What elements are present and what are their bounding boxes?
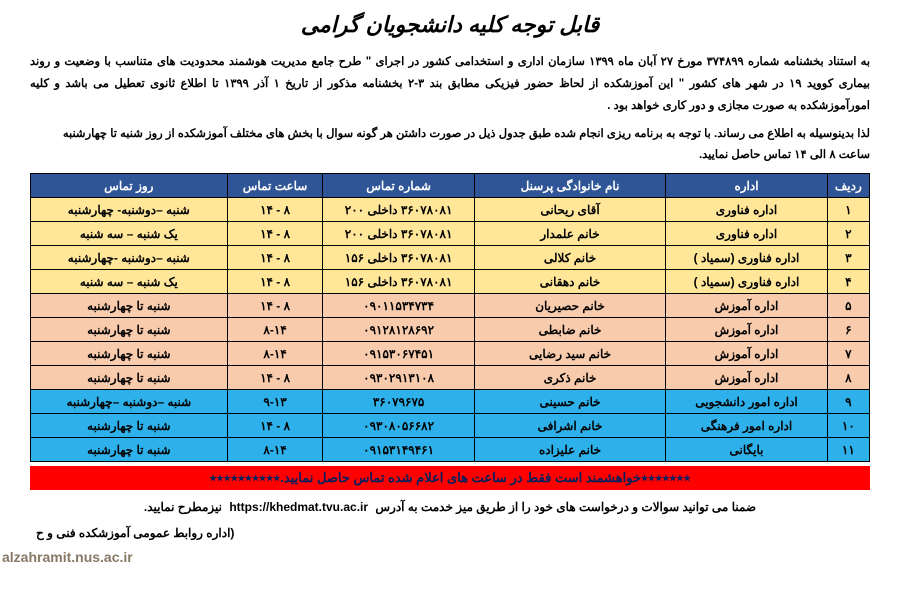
table-header-cell: ردیف [827, 174, 869, 198]
table-row: ۱اداره فناوریآقای ریحانی۳۶۰۷۸۰۸۱ داخلی ۲… [31, 198, 870, 222]
table-cell: شنبه –دوشنبه- چهارشنبه [31, 198, 228, 222]
intro-paragraph-1: به استناد بخشنامه شماره ۳۷۴۸۹۹ مورخ ۲۷ آ… [30, 52, 870, 118]
table-cell: آقای ریحانی [474, 198, 666, 222]
table-row: ۱۱بایگانیخانم علیزاده۰۹۱۵۳۱۴۹۴۶۱۸-۱۴شنبه… [31, 438, 870, 462]
table-cell: ۳۶۰۷۸۰۸۱ داخلی ۲۰۰ [323, 198, 474, 222]
intro-paragraph-2: لذا بدینوسیله به اطلاع می رساند. با توجه… [30, 124, 870, 168]
table-cell: ۰۹۳۰۸۰۵۶۶۸۲ [323, 414, 474, 438]
table-cell: ۸ - ۱۴ [227, 294, 323, 318]
table-cell: اداره امور فرهنگی [666, 414, 827, 438]
table-row: ۳اداره فناوری (سمیاد )خانم کلالی۳۶۰۷۸۰۸۱… [31, 246, 870, 270]
table-cell: اداره فناوری (سمیاد ) [666, 270, 827, 294]
footer-line: ضمنا می توانید سوالات و درخواست های خود … [30, 500, 870, 514]
table-cell: ۸ [827, 366, 869, 390]
table-cell: اداره فناوری [666, 198, 827, 222]
table-cell: اداره آموزش [666, 366, 827, 390]
watermark: alzahramit.nus.ac.ir [2, 549, 133, 565]
table-cell: ۳۶۰۷۸۰۸۱ داخلی ۱۵۶ [323, 246, 474, 270]
table-header-row: ردیفادارهنام خانوادگی پرسنلشماره تماسساع… [31, 174, 870, 198]
table-row: ۶اداره آموزشخانم ضابطی۰۹۱۲۸۱۲۸۶۹۲۸-۱۴شنب… [31, 318, 870, 342]
table-cell: ۱۰ [827, 414, 869, 438]
table-cell: اداره فناوری (سمیاد ) [666, 246, 827, 270]
table-cell: ۸ - ۱۴ [227, 246, 323, 270]
page-title: قابل توجه کلیه دانشجویان گرامی [30, 12, 870, 38]
table-cell: شنبه تا چهارشنبه [31, 318, 228, 342]
table-cell: ۸ - ۱۴ [227, 414, 323, 438]
table-cell: شنبه تا چهارشنبه [31, 294, 228, 318]
table-cell: خانم حصیریان [474, 294, 666, 318]
table-cell: خانم ذکری [474, 366, 666, 390]
table-row: ۱۰اداره امور فرهنگیخانم اشرافی۰۹۳۰۸۰۵۶۶۸… [31, 414, 870, 438]
table-cell: ۰۹۰۱۱۵۳۴۷۳۴ [323, 294, 474, 318]
table-cell: خانم علمدار [474, 222, 666, 246]
table-cell: یک شنبه – سه شنبه [31, 270, 228, 294]
table-header-cell: ساعت تماس [227, 174, 323, 198]
table-row: ۵اداره آموزشخانم حصیریان۰۹۰۱۱۵۳۴۷۳۴۸ - ۱… [31, 294, 870, 318]
table-cell: خانم ضابطی [474, 318, 666, 342]
table-cell: بایگانی [666, 438, 827, 462]
table-cell: ۶ [827, 318, 869, 342]
table-cell: خانم کلالی [474, 246, 666, 270]
contacts-table: ردیفادارهنام خانوادگی پرسنلشماره تماسساع… [30, 173, 870, 462]
table-cell: اداره آموزش [666, 294, 827, 318]
table-cell: ۳۶۰۷۸۰۸۱ داخلی ۲۰۰ [323, 222, 474, 246]
table-cell: یک شنبه – سه شنبه [31, 222, 228, 246]
table-cell: شنبه –دوشنبه –چهارشنبه [31, 390, 228, 414]
table-cell: ۰۹۱۲۸۱۲۸۶۹۲ [323, 318, 474, 342]
table-cell: اداره آموزش [666, 318, 827, 342]
table-cell: ۹ [827, 390, 869, 414]
table-cell: ۳ [827, 246, 869, 270]
table-cell: شنبه تا چهارشنبه [31, 342, 228, 366]
table-row: ۸اداره آموزشخانم ذکری۰۹۳۰۲۹۱۳۱۰۸۸ - ۱۴شن… [31, 366, 870, 390]
table-cell: ۸-۱۴ [227, 438, 323, 462]
table-row: ۴اداره فناوری (سمیاد )خانم دهقانی۳۶۰۷۸۰۸… [31, 270, 870, 294]
table-cell: ۱۱ [827, 438, 869, 462]
table-cell: ۸-۱۴ [227, 318, 323, 342]
table-cell: ۰۹۱۵۳۰۶۷۴۵۱ [323, 342, 474, 366]
table-cell: خانم سید رضایی [474, 342, 666, 366]
table-cell: ۸-۱۴ [227, 342, 323, 366]
table-cell: شنبه تا چهارشنبه [31, 366, 228, 390]
signature-line: (اداره روابط عمومی آموزشکده فنی و ح [30, 526, 870, 540]
notice-banner: ٭٭٭٭٭٭٭خواهشمند است فقط در ساعت های اعلا… [30, 466, 870, 490]
table-cell: ۰۹۳۰۲۹۱۳۱۰۸ [323, 366, 474, 390]
table-body: ۱اداره فناوریآقای ریحانی۳۶۰۷۸۰۸۱ داخلی ۲… [31, 198, 870, 462]
table-cell: ۴ [827, 270, 869, 294]
table-header-cell: اداره [666, 174, 827, 198]
table-cell: ۲ [827, 222, 869, 246]
table-cell: اداره آموزش [666, 342, 827, 366]
table-cell: اداره فناوری [666, 222, 827, 246]
table-row: ۲اداره فناوریخانم علمدار۳۶۰۷۸۰۸۱ داخلی ۲… [31, 222, 870, 246]
table-cell: ۸ - ۱۴ [227, 198, 323, 222]
table-cell: خانم دهقانی [474, 270, 666, 294]
table-row: ۷اداره آموزشخانم سید رضایی۰۹۱۵۳۰۶۷۴۵۱۸-۱… [31, 342, 870, 366]
table-cell: شنبه تا چهارشنبه [31, 438, 228, 462]
table-header-cell: نام خانوادگی پرسنل [474, 174, 666, 198]
footer-pre: ضمنا می توانید سوالات و درخواست های خود … [375, 500, 756, 514]
footer-post: نیزمطرح نمایید. [144, 500, 222, 514]
table-cell: ۵ [827, 294, 869, 318]
table-cell: خانم اشرافی [474, 414, 666, 438]
table-cell: ۸ - ۱۴ [227, 270, 323, 294]
table-cell: ۰۹۱۵۳۱۴۹۴۶۱ [323, 438, 474, 462]
table-cell: ۳۶۰۷۹۶۷۵ [323, 390, 474, 414]
table-cell: ۸ - ۱۴ [227, 222, 323, 246]
footer-url: https://khedmat.tvu.ac.ir [229, 500, 368, 514]
table-cell: شنبه تا چهارشنبه [31, 414, 228, 438]
table-cell: خانم حسینی [474, 390, 666, 414]
table-cell: شنبه –دوشنبه -چهارشنبه [31, 246, 228, 270]
table-cell: ۷ [827, 342, 869, 366]
table-cell: اداره امور دانشجویی [666, 390, 827, 414]
table-cell: ۱ [827, 198, 869, 222]
table-cell: ۳۶۰۷۸۰۸۱ داخلی ۱۵۶ [323, 270, 474, 294]
table-header-cell: روز تماس [31, 174, 228, 198]
table-cell: ۸ - ۱۴ [227, 366, 323, 390]
table-cell: ۹-۱۳ [227, 390, 323, 414]
table-row: ۹اداره امور دانشجوییخانم حسینی۳۶۰۷۹۶۷۵۹-… [31, 390, 870, 414]
table-cell: خانم علیزاده [474, 438, 666, 462]
table-header-cell: شماره تماس [323, 174, 474, 198]
